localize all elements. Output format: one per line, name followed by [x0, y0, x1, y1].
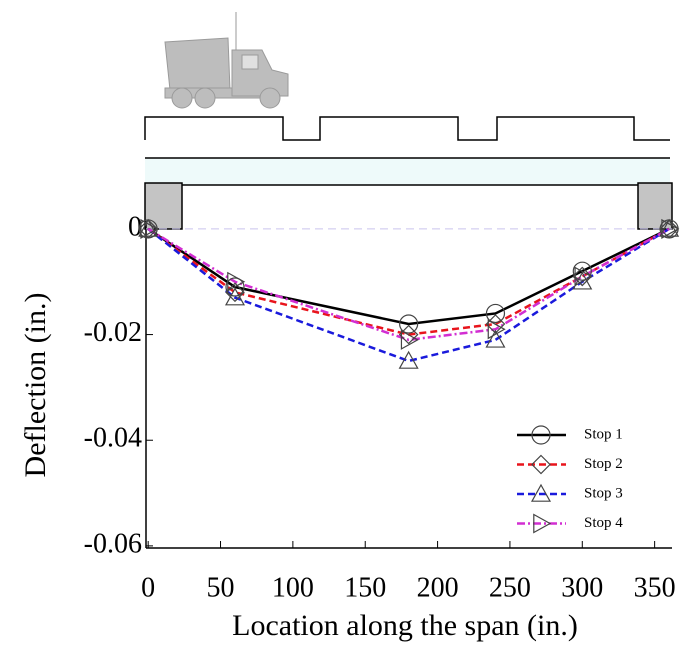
- y-tick-label: -0.06: [84, 528, 142, 559]
- y-tick-label: 0: [128, 211, 142, 242]
- data-point: [485, 303, 506, 324]
- data-point: [572, 266, 593, 287]
- x-axis-title: Location along the span (in.): [232, 609, 578, 642]
- data-point: [659, 219, 679, 239]
- data-point: [487, 319, 506, 340]
- x-tick-label: 0: [141, 572, 155, 603]
- legend-marker: [531, 454, 551, 475]
- legend-label: Stop 3: [584, 485, 623, 501]
- data-point: [398, 350, 419, 369]
- legend-label: Stop 1: [584, 426, 623, 442]
- y-tick-label: -0.04: [84, 423, 142, 454]
- x-tick-label: 50: [207, 572, 235, 603]
- data-point: [574, 266, 593, 287]
- data-point: [138, 219, 159, 239]
- data-point: [224, 287, 246, 306]
- series-line: [147, 227, 670, 336]
- data-point: [225, 277, 245, 297]
- legend-label: Stop 4: [584, 515, 623, 531]
- data-point: [659, 218, 680, 237]
- legend-marker: [533, 513, 552, 534]
- legend-marker: [531, 425, 551, 445]
- x-tick-label: 250: [489, 572, 531, 603]
- legend-marker: [530, 483, 552, 502]
- x-tick-label: 350: [634, 572, 676, 603]
- x-tick-label: 300: [561, 572, 603, 603]
- data-point: [227, 271, 246, 292]
- data-point: [399, 314, 419, 334]
- x-tick-label: 100: [272, 572, 314, 603]
- data-point: [138, 218, 159, 237]
- data-point: [225, 282, 245, 303]
- x-tick-label: 200: [417, 572, 459, 603]
- x-tick-label: 150: [344, 572, 386, 603]
- bridge-illustration: [144, 116, 673, 230]
- series-line: [147, 227, 670, 342]
- data-point: [572, 271, 593, 290]
- series-line: [147, 227, 670, 326]
- data-point: [400, 329, 419, 350]
- truck-illustration: [164, 12, 289, 109]
- y-axis-title: Deflection (in.): [19, 293, 52, 478]
- data-point: [140, 218, 159, 239]
- data-point: [485, 329, 506, 348]
- y-tick-label: -0.02: [84, 317, 142, 348]
- data-point: [572, 261, 592, 281]
- legend-label: Stop 2: [584, 456, 623, 472]
- series-line: [147, 227, 670, 363]
- data-point: [661, 218, 680, 239]
